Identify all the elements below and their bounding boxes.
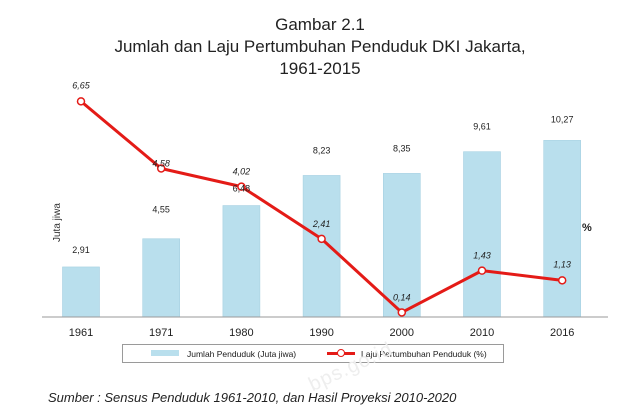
growth-rate-marker-1961 <box>76 97 86 106</box>
bar-1990 <box>302 175 341 318</box>
bar-1980 <box>222 205 261 318</box>
bar-2000 <box>382 173 421 318</box>
growth-rate-label: 1,13 <box>553 259 571 269</box>
growth-rate-marker-2016 <box>557 276 567 285</box>
legend-bar-swatch <box>151 350 179 356</box>
figure-number: Gambar 2.1 <box>275 15 365 34</box>
chart-legend: Jumlah Penduduk (Juta jiwa) Laju Pertumb… <box>122 344 504 363</box>
y-axis-label: Juta jiwa <box>52 203 63 242</box>
bar-value-label: 9,61 <box>473 122 491 132</box>
x-tick-label: 1980 <box>229 327 253 339</box>
growth-rate-label: 0,14 <box>393 292 411 302</box>
bar-value-label: 8,35 <box>393 143 411 153</box>
x-tick-label: 2000 <box>390 327 414 339</box>
growth-rate-label: 4,58 <box>152 158 170 168</box>
bar-1961 <box>62 266 100 318</box>
x-tick-label: 1961 <box>69 327 93 339</box>
bar-value-label: 4,55 <box>152 205 170 215</box>
legend-bar-label: Jumlah Penduduk (Juta jiwa) <box>187 349 297 359</box>
bar-2010 <box>463 151 501 318</box>
x-tick-label: 2016 <box>550 327 574 339</box>
growth-rate-marker-1980 <box>237 182 246 191</box>
growth-rate-marker-2000 <box>397 308 407 317</box>
bar-1971 <box>142 238 180 318</box>
source-note: Sumber : Sensus Penduduk 1961-2010, dan … <box>48 390 457 405</box>
legend-line-marker <box>337 349 345 357</box>
y2-axis-label: % <box>582 222 592 234</box>
x-tick-label: 1971 <box>149 327 173 339</box>
growth-rate-label: 2,41 <box>312 219 331 229</box>
chart-plot: 1961 1971 1980 1990 2000 2010 2016 2,91 4,55 6,48… <box>42 80 608 339</box>
bar-value-label: 10,27 <box>551 114 574 124</box>
growth-rate-label: 1,43 <box>473 251 491 261</box>
chart-subtitle: 1961-2015 <box>279 59 361 78</box>
growth-rate-marker-1971 <box>156 164 166 173</box>
growth-rate-label: 6,65 <box>72 80 91 90</box>
bar-value-label: 2,91 <box>72 245 90 255</box>
bar-2016 <box>543 140 582 318</box>
growth-rate-label: 4,02 <box>233 167 251 177</box>
chart-title-block: Gambar 2.1 Jumlah dan Laju Pertumbuhan P… <box>0 14 640 80</box>
growth-rate-marker-2010 <box>477 266 487 275</box>
bar-value-label: 8,23 <box>313 145 331 155</box>
x-tick-label: 2010 <box>470 327 494 339</box>
x-tick-label: 1990 <box>309 327 333 339</box>
growth-rate-marker-1990 <box>317 234 326 244</box>
bar-value-label: 6,48 <box>233 184 251 194</box>
chart-title: Jumlah dan Laju Pertumbuhan Penduduk DKI… <box>114 37 526 56</box>
legend-line-label: Laju Pertumbuhan Penduduk (%) <box>361 349 487 359</box>
